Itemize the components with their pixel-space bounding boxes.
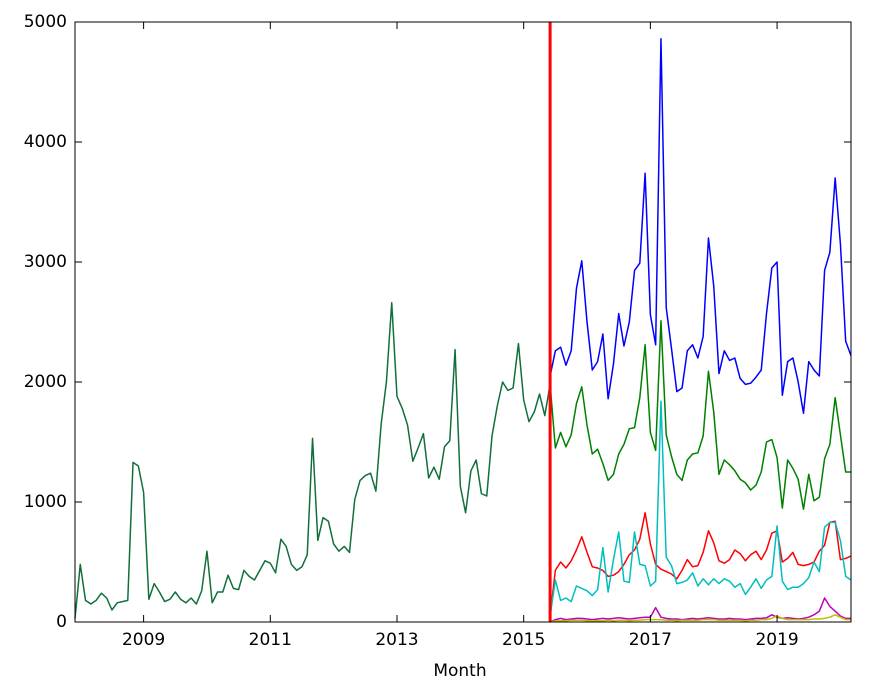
x-tick-label: 2019: [755, 630, 798, 650]
y-tick-label: 5000: [24, 12, 67, 32]
x-tick-label: 2011: [249, 630, 292, 650]
series-line: [549, 614, 851, 623]
y-tick-label: 2000: [24, 372, 67, 392]
plot-frame: [74, 21, 852, 623]
series-line: [549, 597, 851, 623]
series-line: [549, 38, 852, 414]
series-line: [549, 400, 852, 617]
series-line: [549, 512, 852, 617]
series-line: [74, 302, 551, 619]
x-tick-label: 2009: [122, 630, 165, 650]
y-tick-label: 4000: [24, 132, 67, 152]
x-axis-label: Month: [433, 661, 486, 681]
x-tick-label: 2015: [502, 630, 545, 650]
y-tick-label: 1000: [24, 492, 67, 512]
y-tick-label: 0: [56, 612, 67, 632]
x-tick-label: 2017: [629, 630, 672, 650]
y-tick-label: 3000: [24, 252, 67, 272]
series-line: [549, 320, 851, 510]
x-tick-label: 2013: [375, 630, 418, 650]
